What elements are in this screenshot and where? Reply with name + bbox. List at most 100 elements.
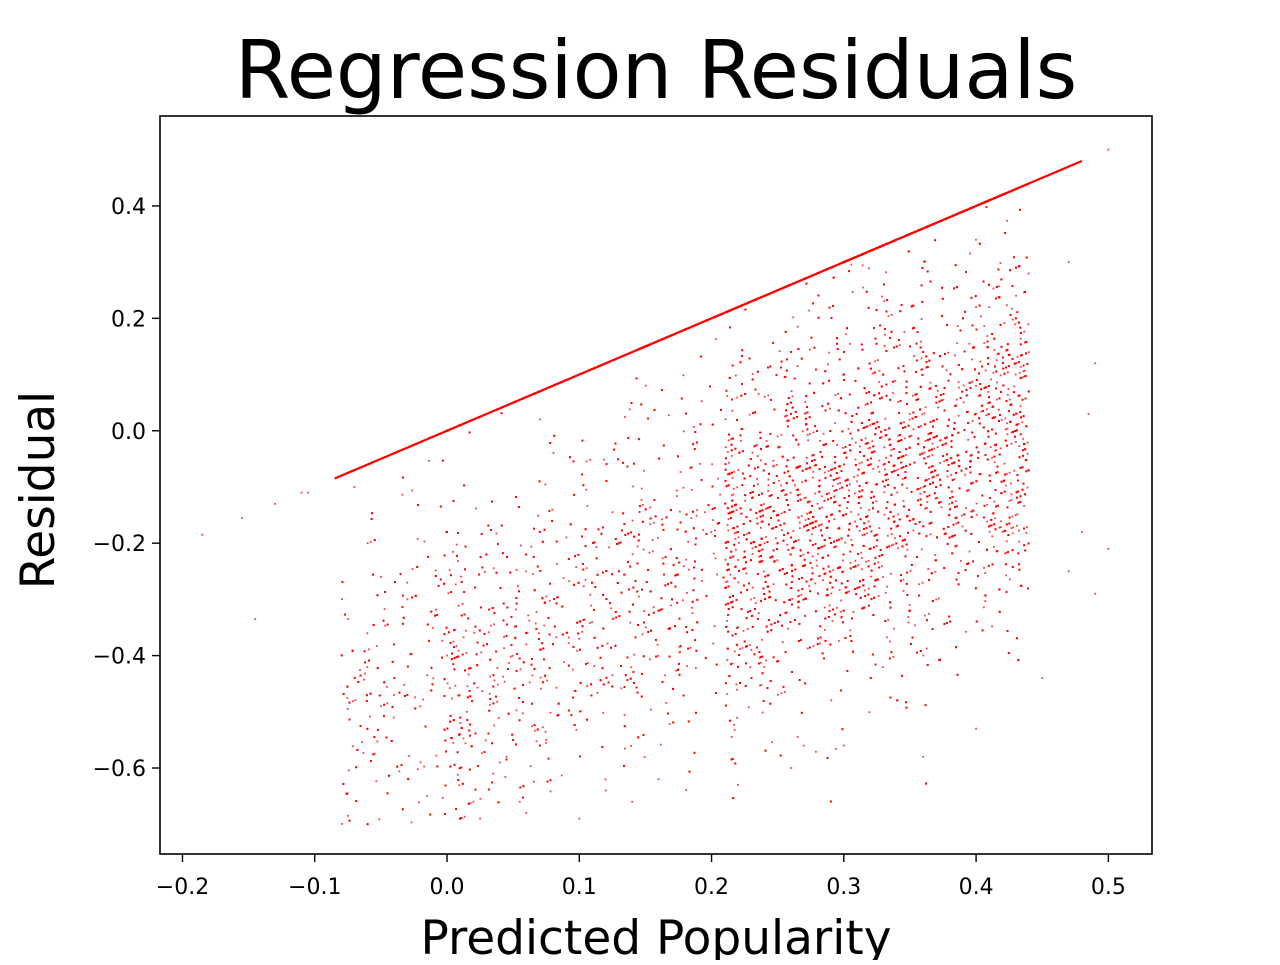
chart-title: Regression Residuals: [235, 24, 1078, 117]
scatter-point: [648, 551, 651, 554]
scatter-point: [624, 416, 626, 418]
scatter-point: [878, 459, 881, 462]
scatter-point: [821, 506, 824, 509]
scatter-point: [922, 654, 925, 657]
scatter-point: [755, 517, 758, 520]
scatter-point: [1023, 330, 1026, 333]
scatter-point: [692, 426, 695, 428]
scatter-point: [889, 572, 892, 575]
scatter-point: [991, 625, 993, 628]
scatter-point: [520, 544, 522, 547]
scatter-point: [980, 315, 982, 318]
scatter-point: [861, 264, 864, 267]
scatter-point: [885, 456, 887, 459]
scatter-point: [452, 663, 455, 666]
scatter-point: [786, 543, 789, 546]
scatter-point: [364, 672, 366, 675]
scatter-point: [813, 464, 816, 467]
scatter-point: [956, 544, 959, 547]
scatter-point: [1001, 531, 1004, 533]
scatter-point: [465, 629, 467, 632]
scatter-point: [716, 573, 719, 576]
scatter-point: [726, 659, 729, 662]
scatter-point: [479, 797, 482, 800]
scatter-point: [883, 300, 886, 302]
scatter-point: [926, 506, 928, 509]
scatter-point: [392, 716, 395, 719]
scatter-point: [848, 590, 851, 593]
scatter-point: [830, 592, 833, 595]
scatter-point: [375, 780, 378, 783]
scatter-point: [811, 476, 814, 479]
scatter-point: [853, 492, 856, 495]
scatter-point: [726, 451, 729, 453]
scatter-point: [657, 654, 660, 657]
scatter-point: [857, 564, 859, 567]
scatter-point: [996, 353, 999, 356]
scatter-point: [819, 439, 821, 442]
scatter-point: [714, 529, 716, 532]
scatter-point: [736, 688, 738, 691]
scatter-point: [994, 517, 997, 520]
scatter-point: [702, 528, 705, 531]
scatter-point: [455, 645, 458, 647]
scatter-point: [929, 381, 932, 384]
scatter-point: [624, 747, 626, 750]
scatter-point: [525, 812, 528, 814]
scatter-point: [844, 513, 847, 516]
scatter-point: [608, 546, 610, 549]
scatter-point: [774, 537, 777, 540]
scatter-point: [858, 445, 861, 448]
scatter-point: [726, 580, 729, 583]
scatter-point: [836, 443, 839, 446]
scatter-point: [814, 582, 817, 585]
scatter-point: [578, 637, 581, 640]
scatter-point: [811, 555, 814, 558]
scatter-point: [731, 409, 734, 412]
scatter-point: [827, 470, 830, 472]
scatter-point: [794, 484, 796, 487]
scatter-point: [808, 433, 811, 435]
scatter-point: [416, 768, 419, 771]
scatter-point: [498, 761, 501, 764]
scatter-point: [968, 550, 971, 553]
scatter-point: [460, 575, 462, 578]
scatter-point: [611, 511, 614, 514]
scatter-point: [585, 488, 588, 491]
scatter-point: [347, 617, 350, 620]
scatter-point: [504, 776, 507, 778]
scatter-point: [916, 393, 918, 395]
scatter-point: [1004, 428, 1007, 431]
scatter-point: [733, 470, 736, 473]
scatter-point: [964, 473, 967, 476]
scatter-point: [535, 611, 538, 613]
scatter-point: [603, 458, 605, 461]
scatter-point: [534, 622, 537, 625]
scatter-point: [759, 549, 762, 552]
scatter-point: [1017, 422, 1020, 425]
scatter-point: [834, 748, 837, 750]
scatter-point: [583, 618, 586, 621]
scatter-point: [659, 743, 662, 746]
scatter-point: [524, 570, 527, 573]
scatter-point: [1026, 452, 1029, 455]
scatter-point: [455, 543, 458, 546]
scatter-point: [519, 668, 522, 671]
scatter-point: [575, 728, 578, 731]
scatter-point: [735, 683, 738, 686]
scatter-point: [701, 580, 703, 582]
scatter-point: [897, 513, 899, 516]
scatter-point: [771, 741, 774, 744]
scatter-point: [935, 474, 938, 477]
scatter-point: [751, 547, 754, 550]
scatter-point: [986, 503, 989, 506]
scatter-point: [458, 784, 461, 787]
scatter-point: [602, 711, 605, 714]
scatter-point: [588, 622, 591, 624]
scatter-point: [993, 461, 996, 464]
scatter-point: [902, 500, 905, 502]
scatter-point: [906, 548, 909, 551]
scatter-point: [590, 604, 593, 607]
scatter-point: [749, 666, 752, 669]
scatter-point: [877, 594, 880, 597]
